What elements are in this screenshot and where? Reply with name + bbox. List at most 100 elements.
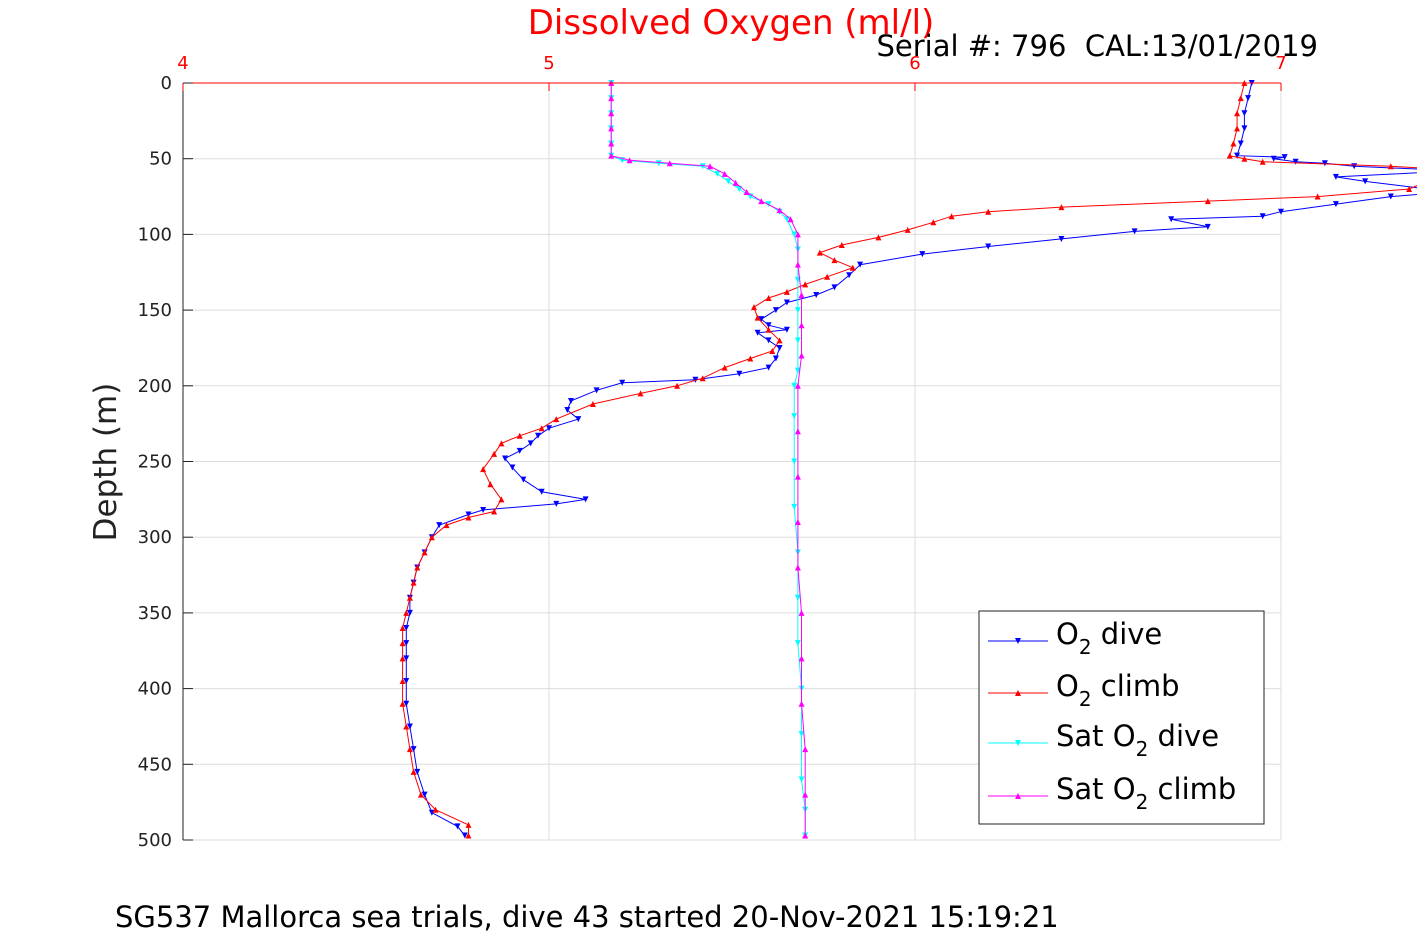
legend-label-rest: climb [1092,669,1180,703]
data-point [1292,158,1299,165]
data-point [721,364,728,371]
x-tick-label: 7 [1275,53,1286,74]
data-point [454,823,461,830]
data-point [1234,125,1241,132]
legend-label-main: Sat O [1056,772,1136,806]
x-tick-label: 5 [543,53,554,74]
data-point [516,447,523,454]
data-point [1241,155,1248,162]
data-point [480,466,487,473]
y-tick-label: 500 [138,830,172,851]
data-point [1230,140,1237,147]
data-point [428,534,435,541]
y-tick-label: 450 [138,754,172,775]
data-point [1259,158,1266,165]
data-point [553,500,560,507]
legend-label-rest: dive [1092,617,1163,651]
data-point [776,337,783,344]
data-point [750,304,757,311]
data-point [582,496,589,503]
y-tick-label: 50 [149,149,172,170]
data-point [1168,216,1175,223]
data-point [553,416,560,423]
legend-marker [1015,638,1021,644]
data-point [794,337,801,344]
legend-box [978,610,1265,825]
data-point [608,125,615,132]
data-point [794,261,801,268]
y-tick-label: 200 [138,376,172,397]
data-point [791,503,798,510]
data-point [802,746,809,753]
data-point [1270,155,1277,162]
data-point [794,640,801,647]
data-point [410,746,417,753]
data-point [904,226,911,233]
legend-label-sub: 2 [1079,635,1092,659]
data-point [721,170,728,177]
data-point [816,249,823,256]
data-point [509,464,516,471]
data-point [791,413,798,420]
data-point [1131,228,1138,235]
data-point [1362,178,1369,185]
data-point [765,294,772,301]
y-tick-label: 300 [138,527,172,548]
data-point [1321,160,1328,167]
legend-label-rest: dive [1148,719,1219,753]
data-point [1234,152,1241,159]
data-point [798,352,805,359]
data-point [765,337,772,344]
data-point [399,655,406,662]
series-line [610,83,806,836]
data-point [798,291,805,298]
data-point [655,160,662,167]
data-point [593,387,600,394]
data-point [535,432,542,439]
data-point [491,450,498,457]
data-point [1245,95,1252,102]
data-point [608,140,615,147]
data-point [1281,154,1288,161]
data-point [465,821,472,828]
data-point [754,329,761,336]
data-point [1241,110,1248,117]
data-point [406,609,413,616]
data-point [410,579,417,586]
data-point [794,382,801,389]
data-point [608,152,615,159]
data-point [798,700,805,707]
data-point [567,397,574,404]
data-point [857,261,864,268]
data-point [699,375,706,382]
data-point [1204,223,1211,230]
data-point [1241,125,1248,132]
data-point [802,281,809,288]
data-point [406,723,413,730]
data-point [794,564,801,571]
x-ticks: 4 5 6 7 [177,53,1287,91]
data-point [414,768,421,775]
y-tick-label: 400 [138,679,172,700]
data-point [403,625,410,632]
data-point [399,625,406,632]
data-point [743,189,750,196]
data-point [798,609,805,616]
data-point [465,514,472,521]
legend-label-rest: climb [1148,772,1236,806]
data-point [564,407,571,414]
data-point [1204,198,1211,205]
legend-label-main: Sat O [1056,719,1136,753]
data-point [461,832,468,839]
data-point [432,806,439,813]
data-point [414,564,421,571]
legend-label-main: O [1056,617,1079,651]
legend-label: O2 dive [1056,617,1162,659]
data-point [824,273,831,280]
y-ticks: 0 50 100 150 200 250 300 350 400 450 500 [138,73,193,851]
data-point [1226,152,1233,159]
data-point [498,440,505,447]
data-point [491,508,498,515]
